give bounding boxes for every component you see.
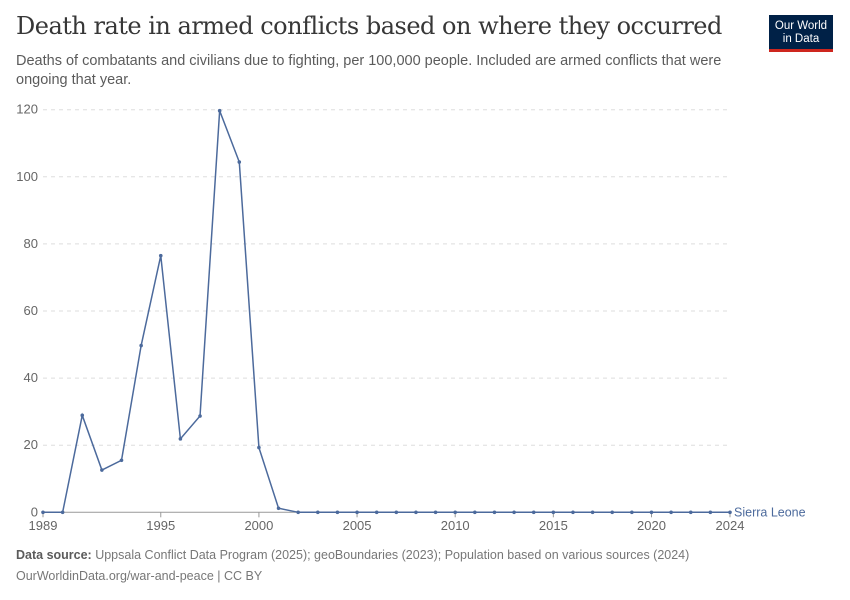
- data-point: [276, 506, 281, 511]
- data-point: [394, 510, 399, 515]
- data-point: [708, 510, 713, 515]
- data-point: [80, 413, 85, 418]
- logo-line2: in Data: [782, 33, 820, 45]
- x-tick-label: 2020: [637, 518, 666, 533]
- chart-title: Death rate in armed conflicts based on w…: [16, 12, 722, 40]
- y-tick-label: 20: [24, 437, 38, 452]
- x-tick-label: 2005: [343, 518, 372, 533]
- data-point: [590, 510, 595, 515]
- x-tick-label: 1989: [29, 518, 58, 533]
- x-tick-label: 2010: [441, 518, 470, 533]
- x-tick-label: 2024: [716, 518, 745, 533]
- y-tick-label: 120: [16, 102, 38, 117]
- data-point: [728, 510, 732, 515]
- data-point: [688, 510, 693, 515]
- data-point: [335, 510, 340, 515]
- source-label: Data source:: [16, 548, 92, 562]
- data-point: [669, 510, 673, 515]
- data-source: Data source: Uppsala Conflict Data Progr…: [16, 548, 689, 562]
- data-point: [100, 468, 104, 472]
- series-line: [43, 110, 730, 514]
- chart-subtitle: Deaths of combatants and civilians due t…: [16, 53, 722, 88]
- data-point: [473, 510, 477, 515]
- series-label: Sierra Leone: [734, 505, 806, 519]
- data-point: [649, 510, 654, 515]
- data-point: [512, 510, 516, 515]
- data-point: [374, 510, 379, 515]
- data-point: [237, 160, 242, 164]
- data-point: [630, 510, 634, 515]
- x-tick-label: 1995: [146, 518, 175, 533]
- data-point: [610, 510, 615, 515]
- data-point: [41, 510, 45, 515]
- x-tick-label: 2000: [244, 518, 273, 533]
- y-tick-label: 100: [16, 169, 38, 184]
- data-point: [257, 445, 261, 450]
- data-point: [414, 510, 418, 515]
- y-tick-label: 60: [24, 303, 38, 318]
- data-point: [158, 253, 163, 258]
- data-point: [296, 510, 300, 515]
- data-point: [119, 458, 124, 463]
- data-point: [531, 510, 536, 515]
- data-point: [178, 437, 183, 441]
- data-point: [492, 510, 497, 515]
- data-point: [217, 108, 222, 113]
- footer-url[interactable]: OurWorldinData.org/war-and-peace | CC BY: [16, 569, 263, 583]
- logo-line1: Our World: [774, 20, 828, 32]
- owid-logo[interactable]: Our World in Data: [769, 15, 833, 52]
- y-tick-label: 40: [24, 370, 38, 385]
- data-point: [433, 510, 438, 515]
- data-point: [139, 343, 143, 348]
- data-point: [551, 510, 556, 515]
- data-point: [453, 510, 458, 515]
- data-point: [316, 510, 320, 515]
- x-tick-label: 2015: [539, 518, 568, 533]
- data-point: [355, 510, 359, 515]
- data-point: [571, 510, 575, 515]
- y-tick-label: 80: [24, 236, 38, 251]
- data-point: [60, 510, 65, 515]
- source-text: Uppsala Conflict Data Program (2025); ge…: [91, 548, 690, 562]
- y-tick-label: 0: [31, 504, 38, 519]
- data-point: [198, 414, 202, 418]
